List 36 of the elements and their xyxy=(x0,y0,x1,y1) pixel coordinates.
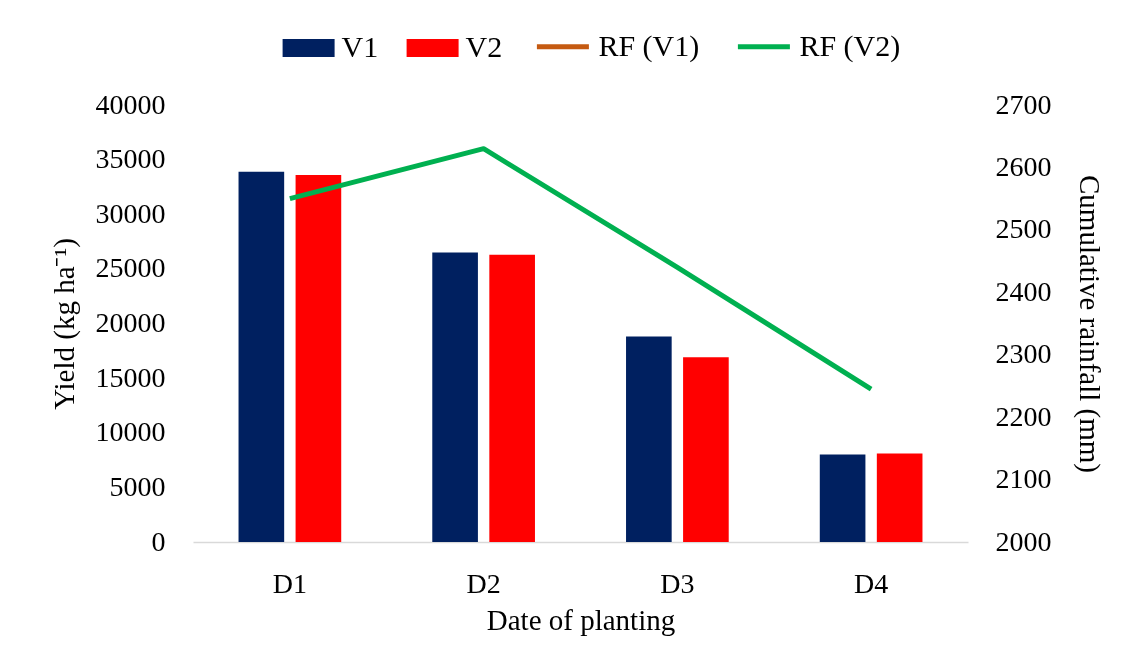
bar xyxy=(295,174,342,542)
y-tick-label: 0 xyxy=(151,525,166,557)
y2-tick-label: 2200 xyxy=(995,400,1052,432)
y-tick-label: 15000 xyxy=(95,361,166,393)
y2-tick-label: 2100 xyxy=(995,463,1052,495)
y-tick-label: 20000 xyxy=(95,307,166,338)
bar xyxy=(626,336,672,542)
y2-tick-label: 2600 xyxy=(995,150,1052,182)
x-tick-label: D4 xyxy=(854,567,889,599)
legend-label: RF (V2) xyxy=(799,28,901,63)
x-axis-title: Date of planting xyxy=(486,603,676,636)
y2-tick-label: 2500 xyxy=(995,213,1052,245)
y2-tick-label: 2000 xyxy=(995,525,1052,557)
y-tick-label: 25000 xyxy=(95,252,166,284)
x-tick-label: D2 xyxy=(466,567,501,599)
x-tick-label: D3 xyxy=(660,567,695,599)
y2-tick-label: 2400 xyxy=(995,275,1052,307)
bar xyxy=(432,252,478,542)
y-tick-label: 35000 xyxy=(95,143,166,175)
y-tick-label: 40000 xyxy=(95,88,166,120)
bar xyxy=(819,454,866,542)
y-axis-title: Yield (kg ha⁻¹) xyxy=(47,238,81,410)
bar xyxy=(489,254,535,542)
y2-axis-title: Cumulative rainfall (mm) xyxy=(1072,175,1106,473)
bar xyxy=(683,357,729,542)
legend-label: V1 xyxy=(341,30,379,63)
bar xyxy=(238,171,285,542)
legend-label: V2 xyxy=(465,30,503,63)
bar xyxy=(876,453,923,542)
y-tick-label: 10000 xyxy=(95,416,166,448)
y2-tick-label: 2700 xyxy=(995,88,1052,120)
legend-label: RF (V1) xyxy=(598,28,700,63)
y-tick-label: 30000 xyxy=(95,197,166,229)
x-tick-label: D1 xyxy=(272,567,307,599)
y2-tick-label: 2300 xyxy=(995,338,1052,370)
y-tick-label: 5000 xyxy=(109,470,166,502)
